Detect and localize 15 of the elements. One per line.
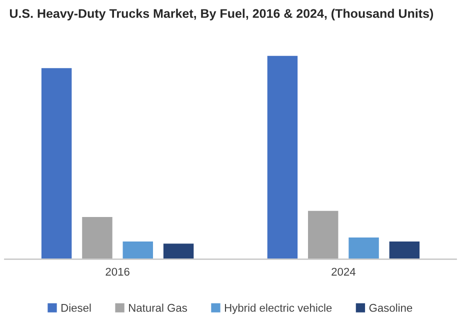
legend-label: Gasoline	[369, 304, 412, 312]
x-tick-label: 2024	[332, 268, 356, 276]
bar	[121, 240, 154, 260]
legend-label: Hybrid electric vehicle	[224, 304, 332, 314]
bar	[306, 210, 340, 260]
bar	[347, 236, 380, 260]
bar	[40, 66, 74, 260]
bar	[266, 54, 299, 260]
bar	[388, 240, 421, 260]
bar	[80, 216, 114, 260]
bar	[162, 242, 196, 260]
chart-title: U.S. Heavy-Duty Trucks Market, By Fuel, 2016 & 2024, (Thousand Units)	[10, 8, 434, 20]
x-tick-label: 2016	[106, 268, 130, 276]
legend-label: Diesel	[61, 304, 91, 312]
legend-label: Natural Gas	[129, 304, 188, 312]
